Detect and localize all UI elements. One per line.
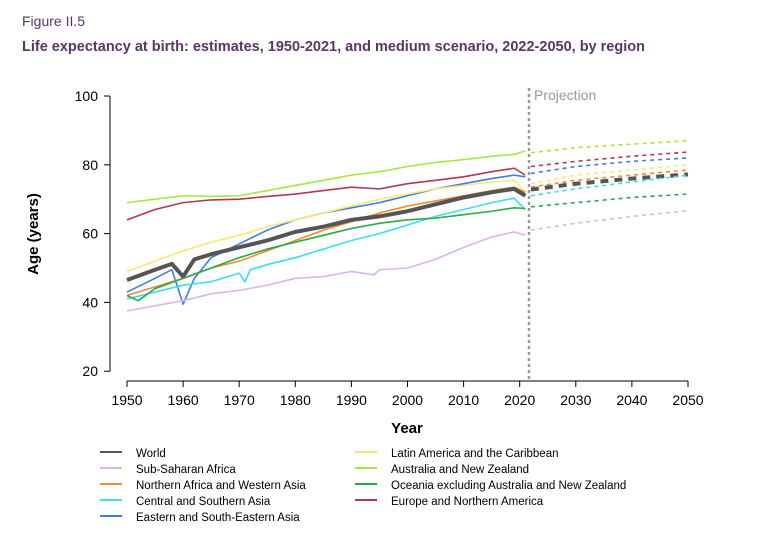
chart-title: Life expectancy at birth: estimates, 195… <box>22 39 645 55</box>
x-tick-label: 2040 <box>616 392 647 408</box>
series-line-projection <box>530 193 689 208</box>
x-tick-label: 1980 <box>280 392 311 408</box>
legend-label: Oceania excluding Australia and New Zeal… <box>391 480 626 492</box>
legend-label: Eastern and South-Eastern Asia <box>136 512 300 524</box>
legend-label: Central and Southern Asia <box>136 496 271 508</box>
series-line-projection <box>530 164 689 185</box>
x-tick-label: 2030 <box>560 392 591 408</box>
x-tick-label: 1970 <box>224 392 255 408</box>
x-tick-label: 2000 <box>392 392 423 408</box>
series-line-projection <box>530 209 689 231</box>
legend-label: Australia and New Zealand <box>391 464 529 476</box>
x-tick-label: 2020 <box>504 392 535 408</box>
legend-label: Latin America and the Caribbean <box>391 448 559 460</box>
y-tick-label: 20 <box>82 363 98 379</box>
series-line-estimate <box>126 150 526 204</box>
x-tick-label: 1950 <box>111 392 142 408</box>
series-line-estimate <box>126 207 526 302</box>
legend-label: Europe and Northern America <box>391 496 544 508</box>
series-line-estimate <box>126 179 526 273</box>
y-tick-label: 100 <box>75 88 99 104</box>
figure-label: Figure II.5 <box>22 13 86 29</box>
legend-label: Northern Africa and Western Asia <box>136 480 306 492</box>
series-line-projection <box>530 172 689 192</box>
y-tick-label: 60 <box>82 226 98 242</box>
y-tick-label: 40 <box>82 294 98 310</box>
x-tick-label: 2010 <box>448 392 479 408</box>
x-axis-label: Year <box>391 420 423 437</box>
series-line-estimate <box>126 167 526 221</box>
series-line-projection <box>530 174 689 197</box>
projection-label: Projection <box>534 87 596 103</box>
series-line-estimate <box>126 231 526 312</box>
y-axis-label: Age (years) <box>25 193 42 275</box>
x-tick-label: 1960 <box>168 392 199 408</box>
series-line-estimate <box>126 197 526 300</box>
legend-label: Sub-Saharan Africa <box>136 464 236 476</box>
series-line-projection <box>530 157 689 175</box>
x-tick-label: 1990 <box>336 392 367 408</box>
series-line-projection <box>530 151 689 168</box>
series-line-projection <box>530 169 689 188</box>
series-line-projection <box>530 139 689 154</box>
series-line-estimate <box>126 186 527 282</box>
y-tick-label: 80 <box>82 157 98 173</box>
legend-label: World <box>136 448 166 460</box>
x-tick-label: 2050 <box>672 392 703 408</box>
series-line-estimate <box>126 186 526 297</box>
